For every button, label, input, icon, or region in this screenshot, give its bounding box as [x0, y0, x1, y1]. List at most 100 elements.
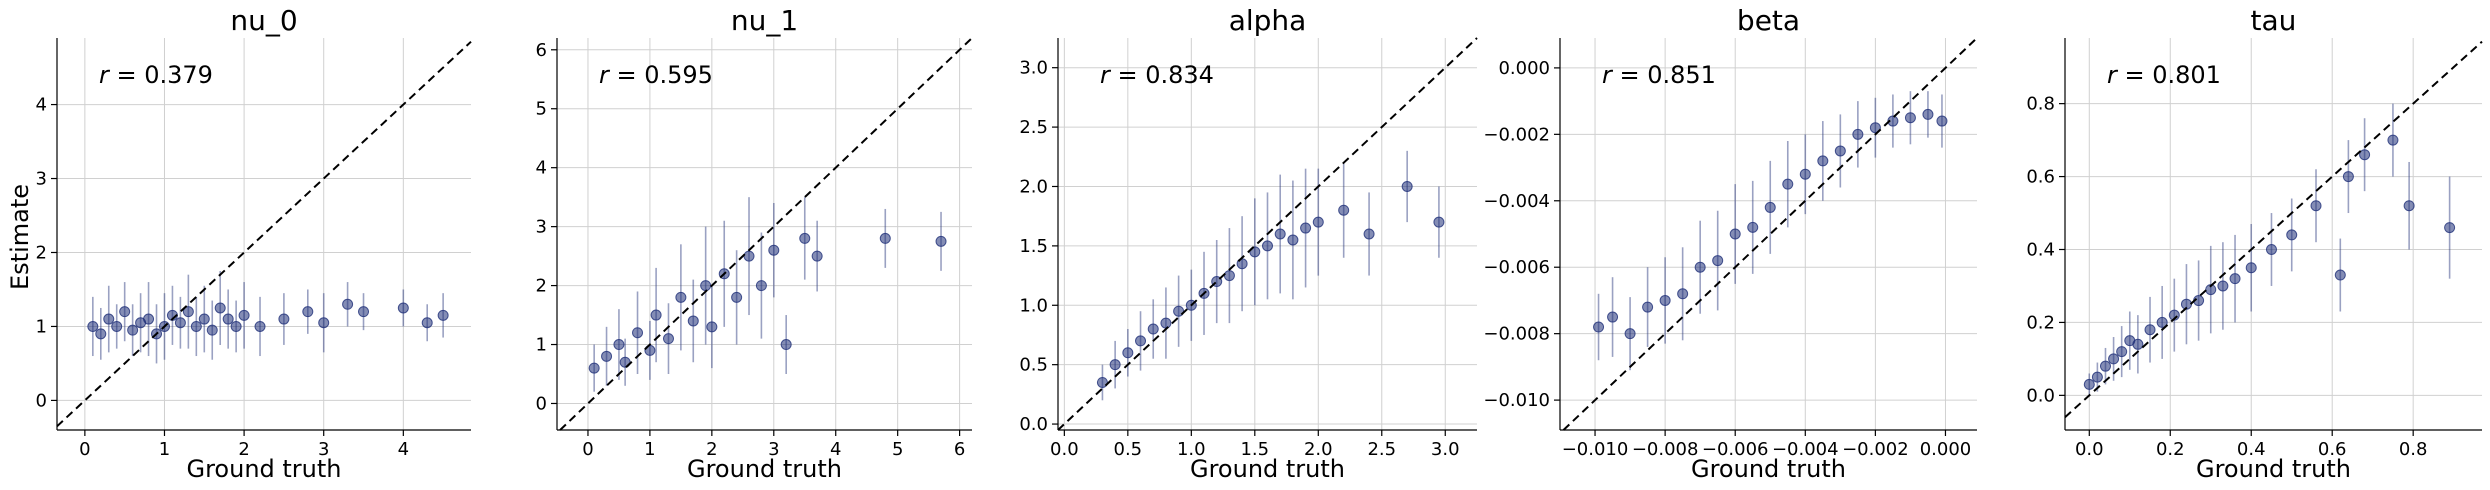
data-points — [1096, 150, 1445, 401]
data-point — [731, 291, 743, 303]
data-point — [182, 306, 194, 318]
data-point — [1262, 240, 1273, 252]
data-point — [1677, 288, 1689, 300]
data-point — [2334, 269, 2346, 281]
data-point — [174, 317, 186, 329]
data-point — [2286, 229, 2298, 241]
x-axis-label: Ground truth — [687, 455, 842, 483]
data-point — [601, 350, 613, 362]
y-tick-label: 0.0 — [1019, 414, 1048, 435]
x-tick-label: 3.0 — [1431, 439, 1460, 460]
data-point — [613, 339, 625, 351]
data-point — [1799, 168, 1811, 180]
grid — [2065, 38, 2482, 430]
data-point — [1729, 228, 1741, 240]
grid — [1560, 38, 1977, 430]
data-point — [1401, 180, 1413, 192]
data-point — [1593, 321, 1605, 333]
data-point — [302, 306, 314, 318]
identity-line — [2064, 40, 2483, 418]
x-tick-label: 0.2 — [2156, 439, 2185, 460]
identity-line — [1562, 37, 1978, 431]
data-point — [254, 320, 266, 332]
data-point — [2156, 316, 2168, 328]
x-tick-label: −0.004 — [1772, 439, 1839, 460]
y-tick-label: 2 — [36, 242, 47, 263]
data-point — [1834, 145, 1846, 157]
x-axis-label: Ground truth — [2196, 455, 2351, 483]
data-point — [1782, 178, 1794, 190]
x-tick-label: 1 — [644, 439, 655, 460]
data-point — [95, 328, 107, 340]
data-point — [1147, 323, 1159, 335]
x-tick-label: 1.5 — [1240, 439, 1269, 460]
y-tick-label: 2.0 — [1019, 176, 1048, 197]
x-tick-label: 0.0 — [2075, 439, 2104, 460]
data-point — [397, 302, 409, 314]
x-tick-label: 3 — [318, 439, 329, 460]
panel-title: tau — [2251, 4, 2297, 37]
x-tick-label: 5 — [892, 439, 903, 460]
data-point — [1160, 317, 1172, 329]
data-point — [206, 324, 218, 336]
x-tick-label: 2 — [706, 439, 717, 460]
y-tick-label: 0.2 — [2026, 312, 2055, 333]
data-point — [342, 298, 354, 310]
x-tick-label: 1 — [159, 439, 170, 460]
grid — [57, 38, 471, 430]
data-point — [2083, 378, 2095, 390]
panel-nu_0: 0 1 2 3 4 0 1 2 3 4 nu_0 Ground truth r = 0.379 — [36, 4, 472, 483]
y-tick-label: −0.004 — [1483, 191, 1550, 212]
data-point — [1887, 115, 1899, 127]
data-point — [143, 313, 155, 325]
data-point — [1135, 335, 1147, 347]
data-point — [2310, 200, 2322, 212]
data-point — [2359, 149, 2371, 161]
y-tick-label: 1 — [36, 316, 47, 337]
x-tick-label: 3 — [768, 439, 779, 460]
data-point — [278, 313, 290, 325]
correlation-annotation: r = 0.851 — [1602, 61, 1716, 89]
data-point — [935, 235, 947, 247]
data-point — [799, 232, 811, 244]
data-point — [2245, 262, 2257, 274]
data-point — [190, 320, 202, 332]
correlation-annotation: r = 0.595 — [599, 61, 713, 89]
panel-title: beta — [1737, 4, 1800, 37]
x-axis-label: Ground truth — [186, 455, 341, 483]
y-tick-label: 3 — [36, 169, 47, 190]
x-tick-label: 4 — [398, 439, 409, 460]
data-point — [2116, 346, 2128, 358]
y-tick-label: 0.4 — [2026, 239, 2055, 260]
data-points — [2083, 103, 2456, 396]
data-point — [632, 327, 644, 339]
data-points — [87, 270, 449, 364]
y-tick-label: 1.5 — [1019, 236, 1048, 257]
data-point — [1287, 234, 1299, 246]
panel-title: nu_1 — [731, 4, 798, 37]
x-tick-label: 2 — [238, 439, 249, 460]
data-point — [1338, 204, 1350, 216]
data-point — [1852, 128, 1864, 140]
data-point — [588, 362, 600, 374]
y-tick-label: 1 — [536, 335, 547, 356]
y-tick-label: 5 — [536, 99, 547, 120]
data-point — [358, 306, 370, 318]
x-axis-label: Ground truth — [1691, 455, 1846, 483]
x-tick-label: −0.010 — [1562, 439, 1629, 460]
y-axis-label: Estimate — [6, 184, 34, 290]
data-point — [700, 280, 712, 292]
panel-alpha: 0.0 0.5 1.0 1.5 2.0 2.5 3.0 0.0 0.5 1.0 1.5 2.0 2.5 3… — [1019, 4, 1478, 483]
x-tick-label: 6 — [954, 439, 965, 460]
x-tick-label: 0 — [582, 439, 593, 460]
x-tick-label: −0.006 — [1702, 439, 1769, 460]
data-point — [103, 313, 115, 325]
data-point — [2132, 338, 2144, 350]
panel-tau: 0.0 0.2 0.4 0.6 0.8 0.0 0.2 0.4 0.6 0.8 tau Ground … — [2026, 4, 2483, 483]
data-point — [1122, 347, 1134, 359]
data-point — [198, 313, 210, 325]
data-point — [87, 320, 99, 332]
x-tick-label: 1.0 — [1177, 439, 1206, 460]
x-axis-label: Ground truth — [1190, 455, 1345, 483]
